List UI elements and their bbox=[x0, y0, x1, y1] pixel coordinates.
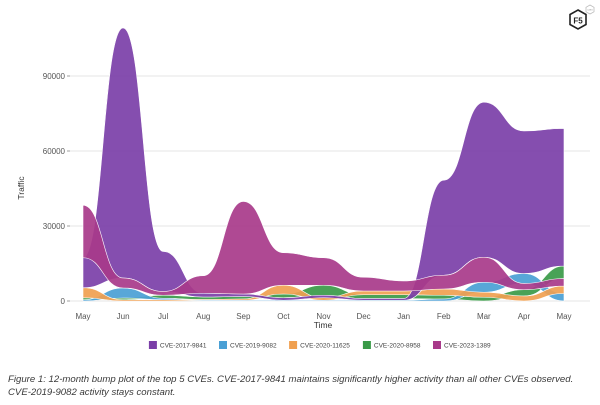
series-areas bbox=[82, 27, 565, 302]
stream-chart: 0 30000 60000 90000 May Jun Jul Aug Sep Oct Nov De… bbox=[16, 27, 590, 350]
x-tick-label: Mar bbox=[477, 312, 491, 321]
x-tick-label: May bbox=[75, 312, 90, 321]
labs-badge-text: LABS bbox=[587, 9, 593, 12]
legend-label: CVE-2020-8958 bbox=[374, 343, 421, 350]
figure-caption: Figure 1: 12-month bump plot of the top … bbox=[8, 373, 598, 399]
x-tick-label: Feb bbox=[437, 312, 451, 321]
legend-swatch bbox=[433, 341, 441, 349]
hexagon-icon bbox=[569, 9, 587, 30]
caption-line-2: CVE-2019-9082 activity stays constant. bbox=[8, 387, 176, 398]
x-tick-label: Oct bbox=[277, 312, 290, 321]
x-tick-label: Jun bbox=[117, 312, 130, 321]
x-tick-label: Nov bbox=[316, 312, 330, 321]
legend: CVE-2017-9841 CVE-2019-9082 CVE-2020-11625… bbox=[148, 341, 491, 350]
caption-line-1: Figure 1: 12-month bump plot of the top … bbox=[8, 374, 574, 385]
x-tick-label: Jul bbox=[158, 312, 168, 321]
y-tick-label: 30000 bbox=[43, 222, 66, 231]
x-tick-label: Apr bbox=[518, 312, 531, 321]
f5-labs-logo: F5 LABS bbox=[566, 4, 598, 34]
y-tick-label: 60000 bbox=[43, 147, 66, 156]
legend-label: CVE-2017-9841 bbox=[160, 343, 207, 350]
legend-swatch bbox=[219, 341, 227, 349]
labs-badge-icon bbox=[585, 4, 595, 15]
area-cve-2023-1389 bbox=[82, 201, 565, 296]
y-axis-title: Traffic bbox=[16, 176, 26, 200]
y-axis: 0 30000 60000 90000 bbox=[43, 72, 70, 306]
legend-swatch bbox=[148, 341, 157, 349]
x-tick-label: Aug bbox=[196, 312, 210, 321]
x-tick-label: Sep bbox=[236, 312, 251, 321]
x-tick-label: Dec bbox=[356, 312, 370, 321]
y-tick-label: 90000 bbox=[43, 72, 66, 81]
legend-swatch bbox=[289, 341, 298, 349]
x-axis: May Jun Jul Aug Sep Oct Nov Dec Jan Feb Mar Apr May bbox=[75, 312, 571, 321]
x-tick-label: Jan bbox=[397, 312, 410, 321]
legend-label: CVE-2020-11625 bbox=[300, 343, 350, 350]
x-tick-label: May bbox=[556, 312, 571, 321]
x-axis-title: Time bbox=[314, 320, 333, 330]
y-tick-label: 0 bbox=[61, 297, 66, 306]
legend-label: CVE-2019-9082 bbox=[230, 343, 277, 350]
logo-text: F5 bbox=[573, 17, 583, 26]
legend-label: CVE-2023-1389 bbox=[444, 343, 491, 350]
legend-swatch bbox=[362, 341, 371, 349]
